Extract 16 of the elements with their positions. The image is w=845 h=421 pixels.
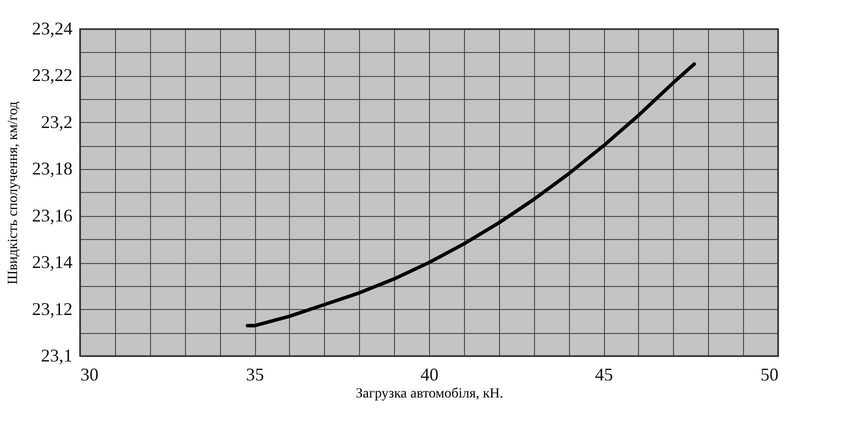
y-tick-label: 23,18: [32, 158, 72, 179]
y-tick-label: 23,24: [32, 18, 72, 38]
x-tick-label: 35: [246, 364, 264, 384]
y-tick-label: 23,14: [32, 252, 72, 272]
x-tick-label: 50: [760, 364, 778, 384]
line-series: [246, 62, 696, 328]
x-tick-label: 45: [595, 364, 613, 384]
x-axis-title: Загрузка автомобіля, кН.: [356, 386, 504, 402]
y-tick-label: 23,12: [32, 298, 72, 319]
y-tick-label: 23,1: [41, 346, 72, 366]
y-tick-label: 23,2: [41, 112, 72, 132]
x-tick-label: 30: [80, 364, 98, 384]
x-tick-label: 40: [420, 364, 438, 384]
y-tick-label: 23,22: [32, 65, 72, 86]
y-tick-label: 23,16: [32, 205, 72, 226]
y-axis-title: Швидкість сполучення, км/год: [6, 101, 21, 285]
